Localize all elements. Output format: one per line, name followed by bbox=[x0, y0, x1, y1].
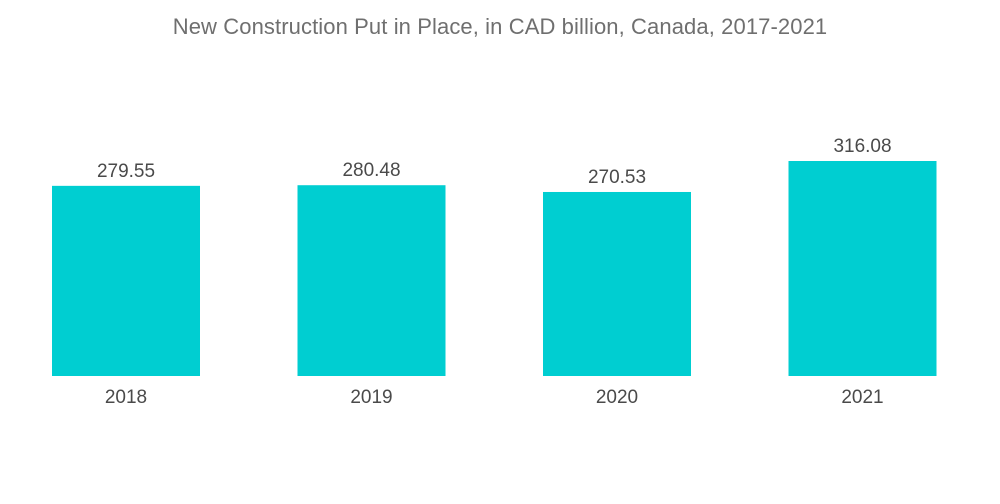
x-tick-2020: 2020 bbox=[596, 387, 638, 408]
bar-2020 bbox=[543, 191, 691, 376]
value-label-2019: 280.48 bbox=[342, 160, 400, 181]
bar-2021 bbox=[788, 161, 937, 376]
x-axis-ticks: 2018 2019 2020 2021 bbox=[105, 387, 884, 408]
x-tick-2018: 2018 bbox=[105, 387, 147, 408]
chart-title: New Construction Put in Place, in CAD bi… bbox=[172, 14, 828, 39]
bar-2018 bbox=[52, 185, 200, 376]
x-tick-2019: 2019 bbox=[350, 387, 392, 408]
value-label-2021: 316.08 bbox=[833, 136, 891, 157]
bars-layer bbox=[52, 161, 937, 376]
value-label-2018: 279.55 bbox=[97, 161, 155, 182]
bar-2019 bbox=[297, 185, 446, 376]
value-label-2020: 270.53 bbox=[588, 167, 646, 188]
x-tick-2021: 2021 bbox=[841, 387, 883, 408]
value-labels-layer: 279.55 280.48 270.53 316.08 bbox=[97, 136, 892, 188]
